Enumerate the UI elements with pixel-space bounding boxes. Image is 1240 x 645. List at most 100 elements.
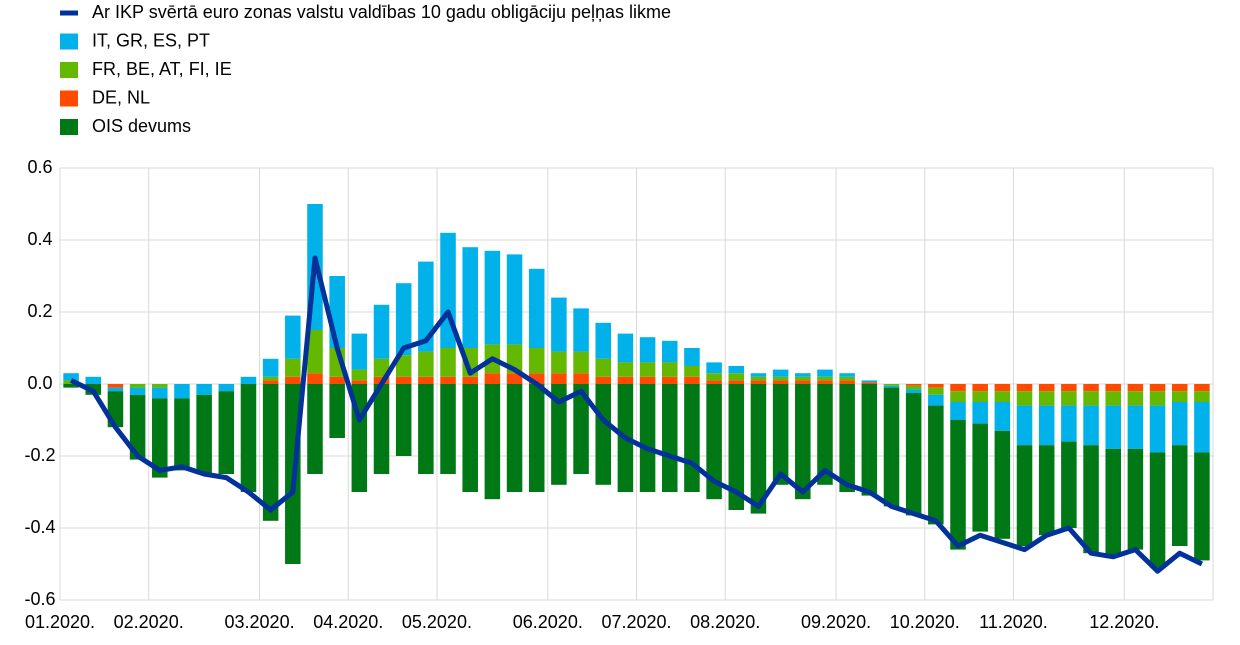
bar — [1016, 445, 1033, 546]
bar — [706, 384, 722, 500]
bar — [684, 348, 700, 366]
bar — [1149, 384, 1166, 392]
bar — [329, 276, 345, 348]
y-tick-label: 0.2 — [27, 301, 52, 321]
bar — [928, 405, 944, 525]
bar — [573, 384, 589, 474]
legend-label: IT, GR, ES, PT — [92, 30, 210, 50]
bar — [1083, 405, 1099, 446]
bar — [1127, 405, 1144, 449]
bar — [994, 384, 1011, 392]
bar — [595, 376, 612, 384]
bar — [418, 384, 434, 474]
legend-label: OIS devums — [92, 116, 191, 136]
bar — [972, 423, 988, 532]
bar — [573, 351, 589, 374]
bar — [528, 348, 545, 374]
bar — [684, 366, 700, 377]
bar — [285, 358, 301, 377]
bar — [595, 358, 612, 377]
bar — [440, 348, 456, 377]
y-tick-label: 0.0 — [27, 373, 52, 393]
bar — [1105, 405, 1121, 449]
bar — [839, 373, 855, 377]
bar — [1194, 402, 1210, 453]
bar — [706, 373, 722, 381]
x-tick-label: 09.2020. — [801, 612, 871, 632]
x-tick-label: 08.2020. — [690, 612, 760, 632]
bar — [1127, 448, 1144, 550]
bar — [1038, 405, 1055, 446]
bar — [373, 358, 390, 377]
bar — [795, 376, 811, 381]
bar — [262, 380, 279, 384]
bar — [1127, 384, 1144, 392]
bar — [1105, 391, 1121, 406]
bar — [373, 384, 390, 474]
bar — [905, 393, 922, 516]
bar — [795, 384, 811, 500]
bar — [373, 304, 390, 359]
bar — [1127, 391, 1144, 406]
bar — [861, 380, 878, 383]
bar — [85, 376, 102, 384]
legend-marker — [60, 119, 78, 135]
bar — [329, 384, 345, 438]
bar — [817, 384, 833, 485]
legend-marker — [60, 90, 78, 107]
bar — [1171, 445, 1188, 546]
bar — [639, 362, 656, 377]
bar — [817, 376, 833, 381]
bar — [418, 351, 434, 377]
bar — [1194, 391, 1210, 402]
bar — [772, 384, 789, 485]
bar — [152, 387, 168, 399]
bar — [994, 391, 1011, 402]
bar — [972, 384, 988, 392]
bar — [617, 376, 634, 384]
bar — [772, 369, 789, 377]
bar — [750, 380, 767, 384]
bar — [307, 373, 323, 384]
bar — [1194, 384, 1210, 392]
bar — [1194, 452, 1210, 561]
bar — [617, 362, 634, 377]
bar — [506, 384, 523, 492]
bar — [285, 376, 301, 384]
bar — [1105, 448, 1121, 557]
bar — [506, 254, 523, 345]
bar — [551, 373, 567, 384]
bar — [240, 384, 257, 492]
bar — [750, 376, 767, 381]
bar — [196, 394, 212, 474]
bar — [440, 384, 456, 474]
y-tick-label: -0.2 — [24, 445, 55, 465]
x-tick-label: 07.2020. — [601, 612, 671, 632]
bar — [1016, 405, 1033, 446]
bar — [440, 376, 456, 384]
bar — [1061, 391, 1077, 406]
legend-label: Ar IKP svērtā euro zonas valstu valdības… — [92, 2, 671, 22]
bar — [1038, 445, 1055, 536]
x-tick-label: 05.2020. — [402, 612, 472, 632]
bar — [1105, 384, 1121, 392]
bar — [551, 351, 567, 374]
x-tick-label: 02.2020. — [114, 612, 184, 632]
bar — [595, 322, 612, 359]
bar — [262, 384, 279, 521]
bar — [728, 373, 745, 381]
bar — [107, 384, 124, 388]
bar — [573, 373, 589, 384]
bar — [684, 384, 700, 492]
bar — [706, 362, 722, 374]
bar — [928, 394, 944, 406]
bar — [728, 384, 745, 510]
bar — [639, 384, 656, 492]
bar — [994, 402, 1011, 431]
bar — [262, 376, 279, 381]
y-tick-label: 0.6 — [27, 157, 52, 177]
bar — [484, 384, 501, 500]
bar — [861, 384, 878, 496]
bar — [684, 376, 700, 384]
